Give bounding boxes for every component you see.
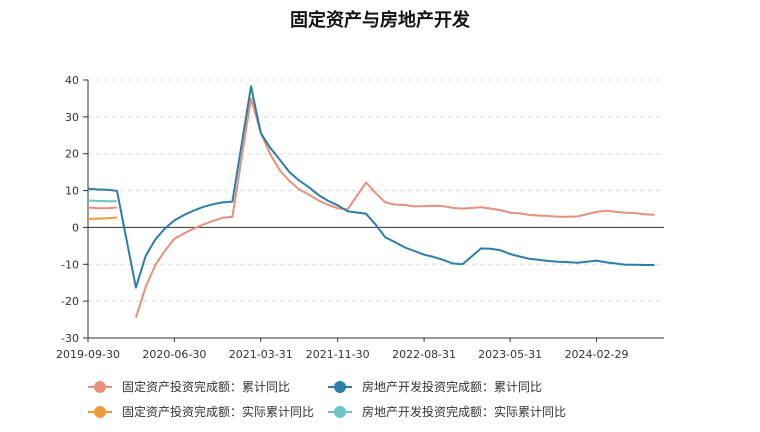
series-line-3 bbox=[87, 199, 117, 203]
x-tick-label: 2024-02-29 bbox=[565, 348, 629, 361]
series-line-0 bbox=[134, 97, 655, 319]
x-tick-label: 2022-08-31 bbox=[392, 348, 456, 361]
y-tick-label: -20 bbox=[61, 295, 79, 308]
x-tick-label: 2023-05-31 bbox=[478, 348, 542, 361]
chart-title: 固定资产与房地产开发 bbox=[290, 9, 471, 31]
series-line-0-pre bbox=[87, 206, 118, 210]
legend-label-1: 房地产开发投资完成额：累计同比 bbox=[362, 379, 542, 394]
series-line-2 bbox=[87, 216, 118, 220]
y-tick-label: 0 bbox=[72, 221, 79, 234]
y-tick-label: 20 bbox=[65, 148, 79, 161]
y-tick-label: 40 bbox=[65, 74, 79, 87]
grid bbox=[88, 79, 664, 339]
x-tick-label: 2019-09-30 bbox=[56, 348, 120, 361]
legend-label-2: 固定资产投资完成额：实际累计同比 bbox=[122, 404, 314, 419]
legend-label-0: 固定资产投资完成额：累计同比 bbox=[122, 379, 290, 394]
x-tick-label: 2021-11-30 bbox=[306, 348, 370, 361]
legend-marker-1 bbox=[334, 381, 346, 393]
x-tick-label: 2021-03-31 bbox=[229, 348, 293, 361]
legend: 固定资产投资完成额：累计同比 房地产开发投资完成额：累计同比固定资产投资完成额：实… bbox=[88, 379, 566, 419]
y-tick-label: 30 bbox=[65, 111, 79, 124]
legend-label-3: 房地产开发投资完成额：实际累计同比 bbox=[362, 404, 566, 419]
y-tick-label: -10 bbox=[61, 258, 79, 271]
series-lines bbox=[87, 85, 655, 319]
axes: 40 30 20 10 0 -10 -20 -30 2019-09-30 2020-06-30 20… bbox=[56, 74, 664, 361]
y-tick-label: 10 bbox=[65, 185, 79, 198]
legend-marker-2 bbox=[94, 406, 106, 418]
legend-marker-3 bbox=[334, 406, 346, 418]
series-line-1 bbox=[87, 85, 655, 289]
legend-marker-0 bbox=[94, 381, 106, 393]
x-tick-label: 2020-06-30 bbox=[142, 348, 206, 361]
y-tick-label: -30 bbox=[61, 332, 79, 345]
